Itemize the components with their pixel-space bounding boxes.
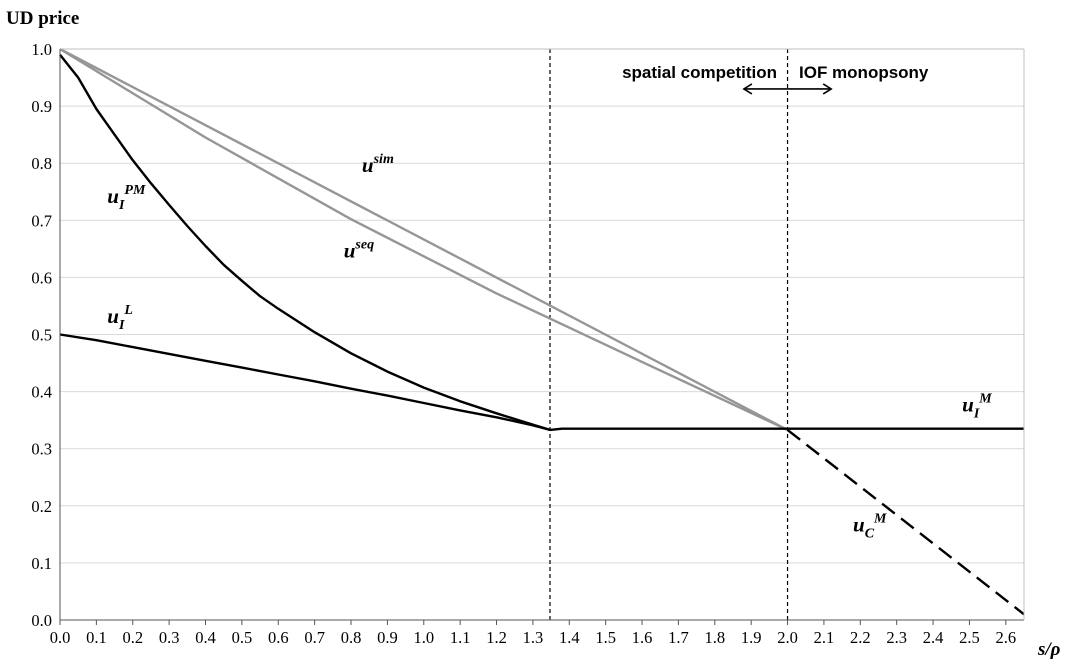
curve-label-base: u [853,512,865,536]
x-tick-label: 0.7 [304,628,325,647]
x-tick-label: 2.0 [777,628,798,647]
region-label-iof-monopsony: IOF monopsony [799,63,929,82]
y-tick-label: 0.3 [31,440,52,459]
series-line [59,47,789,431]
x-tick-label: 1.0 [413,628,434,647]
series-line [59,47,789,431]
x-tick-label: 0.4 [195,628,216,647]
x-tick-label: 1.2 [486,628,507,647]
x-tick-label: 1.6 [632,628,653,647]
curve-label-subscript: I [118,318,125,333]
series-line [59,333,551,432]
curve-label: useq [344,237,374,262]
curve-label-subscript: C [865,526,875,541]
y-tick-label: 0.0 [31,611,52,630]
y-tick-label: 0.8 [31,154,52,173]
curve-label-superscript: seq [354,237,374,252]
x-tick-label: 0.8 [341,628,362,647]
arrow-head-right [822,83,833,95]
x-tick-label: 2.1 [814,628,835,647]
curve-label-subscript: I [973,407,980,422]
region-double-arrow [742,83,833,95]
y-tick-label: 0.4 [31,383,52,402]
x-tick-label: 1.7 [668,628,689,647]
x-tick-label: 2.2 [850,628,871,647]
y-tick-label: 0.1 [31,554,52,573]
x-tick-label: 0.5 [232,628,253,647]
series-line [549,427,1024,432]
x-tick-labels: 0.0 0.1 0.2 0.3 0.4 0.5 0.6 0.7 0.8 0.9 1.0 1.1 1.2 1… [50,620,1016,647]
series-line [59,53,551,432]
gridlines [60,48,1024,564]
curve-label: uIM [962,392,992,422]
x-tick-label: 2.5 [959,628,980,647]
axes [59,48,1025,621]
y-tick-label: 0.5 [31,326,52,345]
curve-label-superscript: M [873,511,887,526]
curve-label-superscript: L [123,303,133,318]
curve-label-base: u [362,153,374,177]
curve-label: usim [362,152,394,177]
series-lines [59,47,1025,616]
x-tick-label: 1.8 [704,628,725,647]
x-tick-label: 0.9 [377,628,398,647]
curve-label-base: u [107,184,119,208]
y-axis-title: UD price [6,8,79,29]
series-line [786,428,1025,616]
x-tick-label: 2.4 [923,628,944,647]
x-tick-label: 1.3 [523,628,544,647]
x-tick-label: 0.1 [86,628,107,647]
x-axis-title: s/ρ [1037,639,1061,660]
curve-label-superscript: M [978,392,992,407]
x-tick-label: 0.3 [159,628,180,647]
curve-label: uIL [107,303,133,333]
curve-label: uCM [853,511,887,541]
curve-label: uIPM [107,183,146,213]
x-tick-label: 2.3 [886,628,907,647]
y-tick-label: 0.7 [31,211,52,230]
x-tick-label: 0.6 [268,628,289,647]
curve-label-base: u [107,304,119,328]
x-tick-label: 2.6 [995,628,1016,647]
arrow-head-left [742,83,753,95]
x-tick-label: 1.5 [595,628,616,647]
y-tick-label: 1.0 [31,40,52,59]
x-tick-label: 1.9 [741,628,762,647]
x-tick-label: 0.2 [122,628,143,647]
curve-label-superscript: PM [124,183,146,198]
curve-label-subscript: I [118,198,125,213]
y-tick-labels: 0.0 0.1 0.2 0.3 0.4 0.5 0.6 0.7 0.8 0.9 1.0 [31,40,52,630]
x-tick-label: 0.0 [50,628,71,647]
region-label-spatial-competition: spatial competition [622,63,777,82]
curve-label-superscript: sim [373,152,394,167]
y-tick-label: 0.6 [31,268,52,287]
y-tick-label: 0.2 [31,497,52,516]
curve-label-base: u [962,393,974,417]
x-tick-label: 1.4 [559,628,580,647]
curve-label-base: u [344,238,356,262]
x-tick-label: 1.1 [450,628,471,647]
y-tick-label: 0.9 [31,97,52,116]
